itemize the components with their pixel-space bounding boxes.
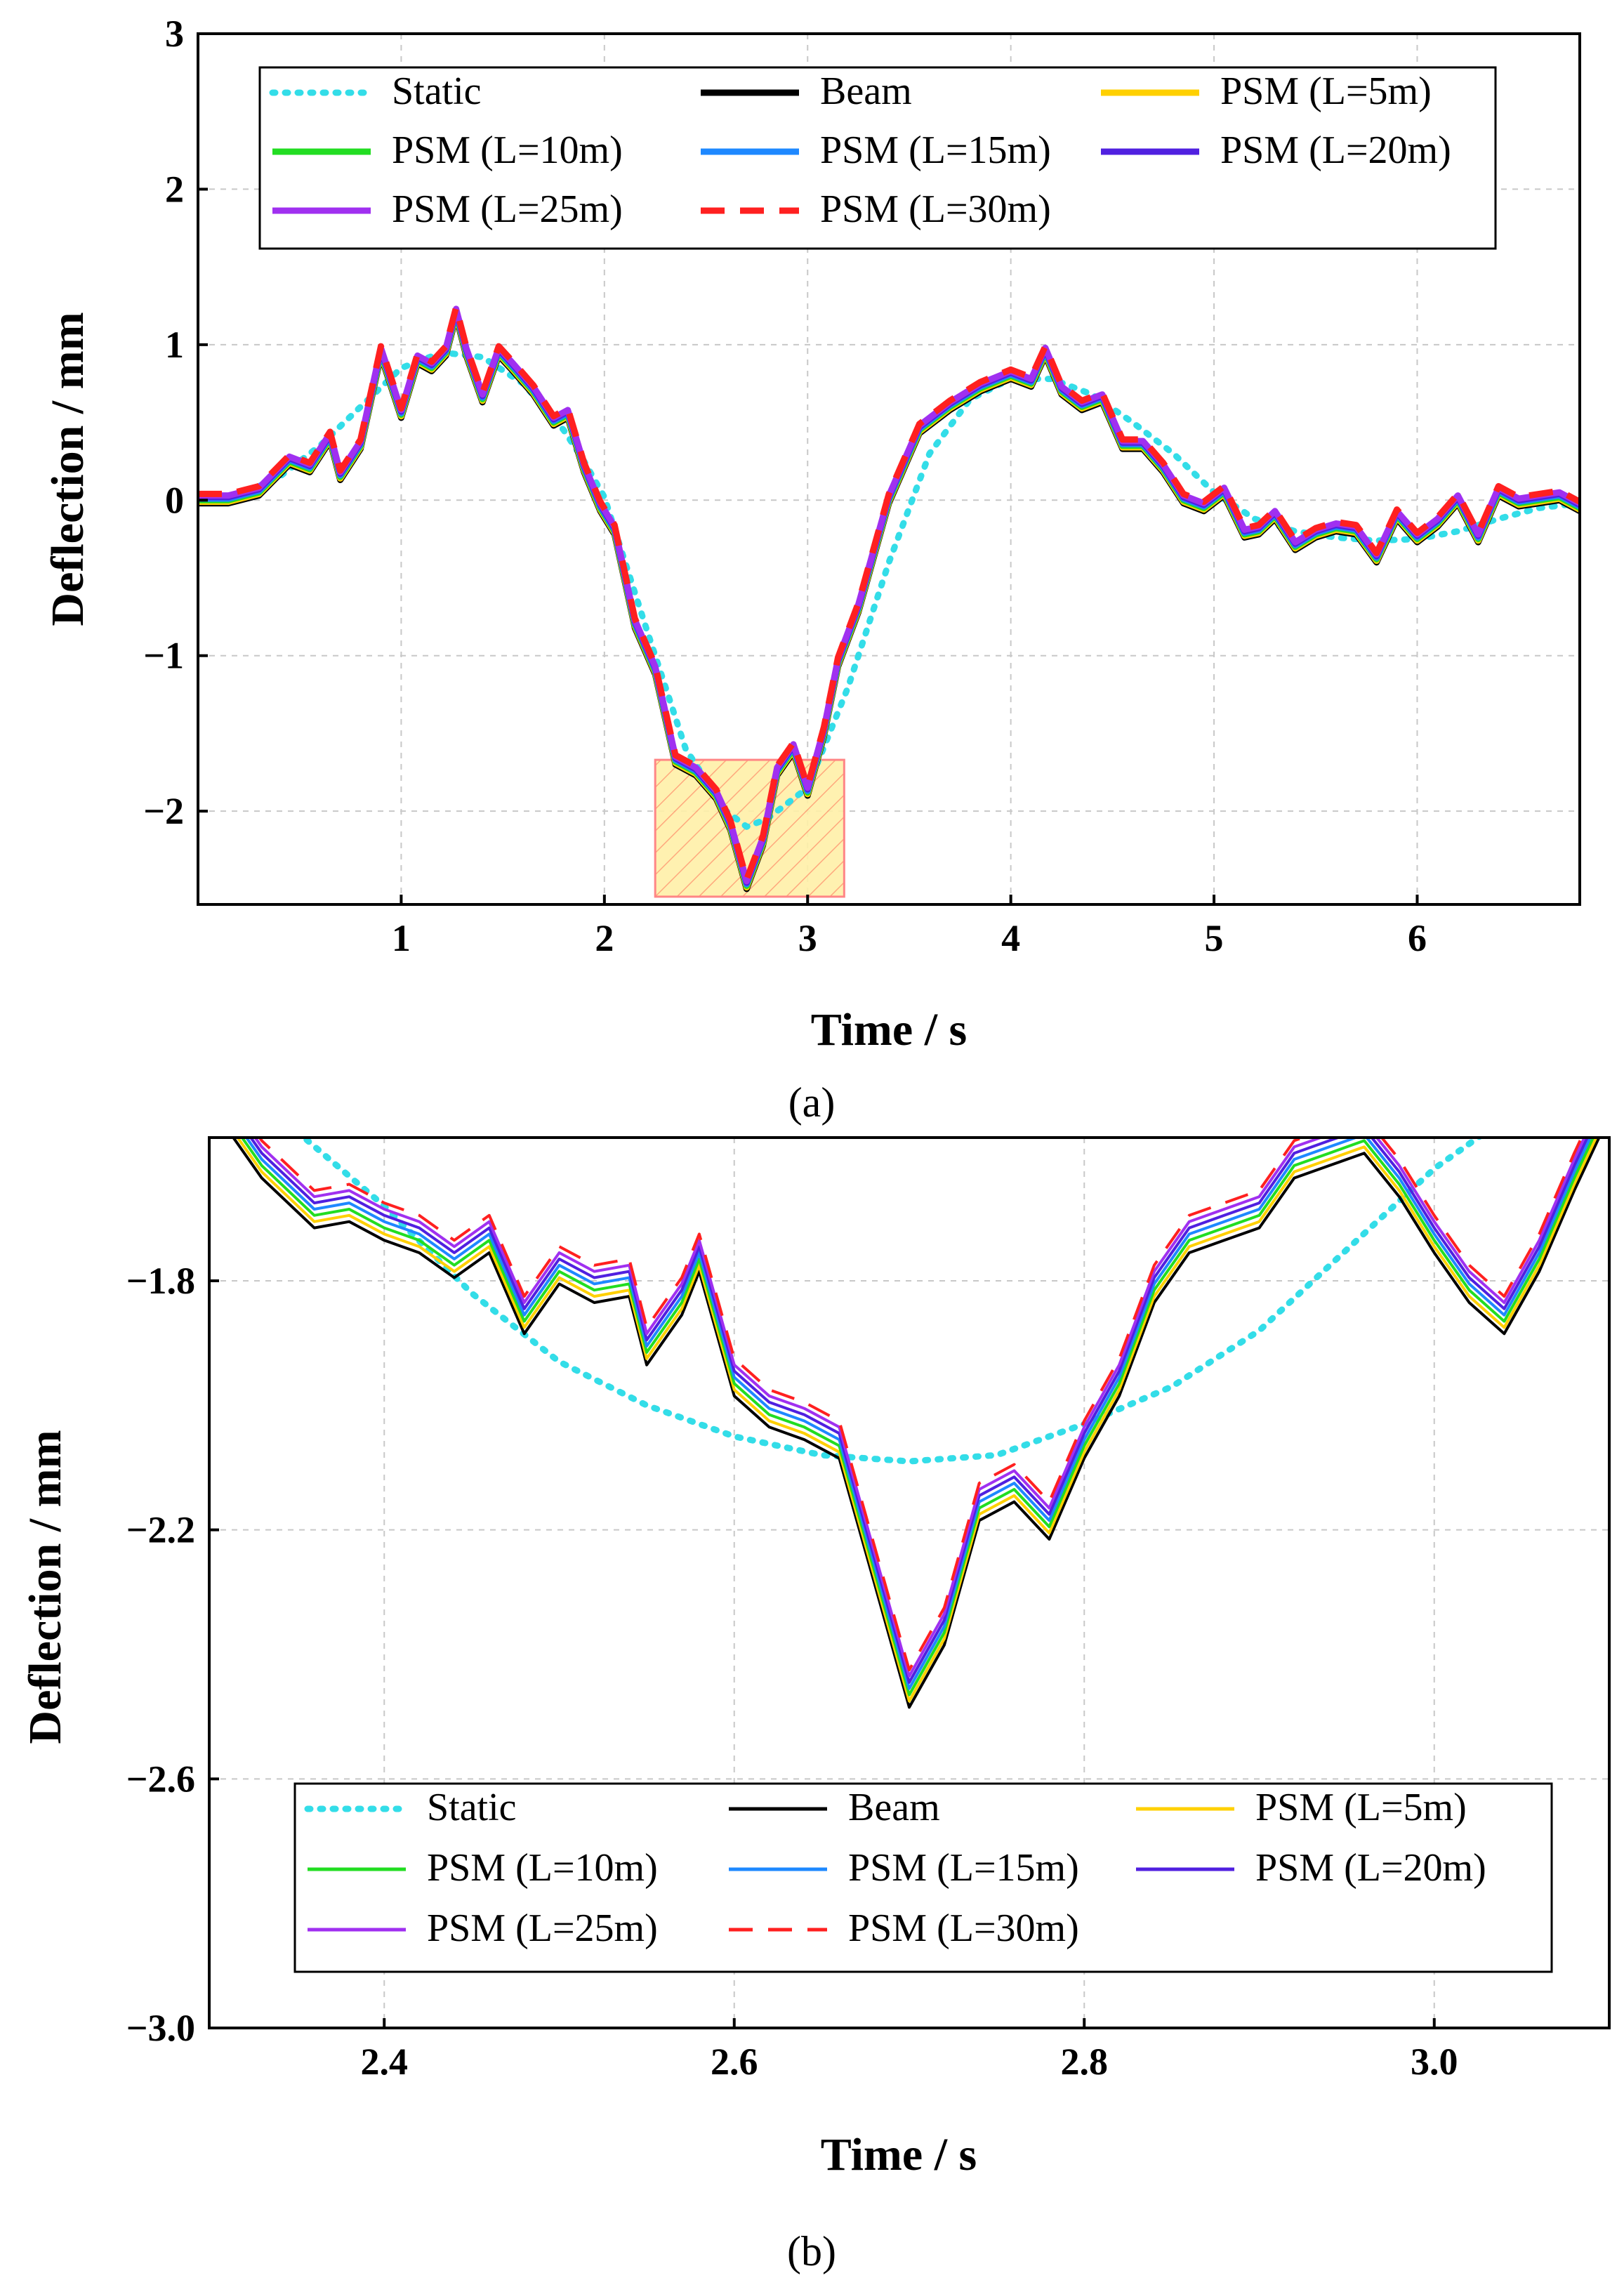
y-axis-label-a: Deflection / mm (42, 312, 93, 626)
x-tick-label: 2.6 (711, 2041, 758, 2083)
plot-frame-b (208, 1136, 1611, 2029)
chart-b: 2.4 2.6 2.8 3.0 −1.8 −2.2 −2.6 −3.0 Time / s De… (20, 1136, 1611, 2274)
plot-frame-a (197, 32, 1581, 906)
ticks-b: 2.4 2.6 2.8 3.0 −1.8 −2.2 −2.6 −3.0 (126, 1260, 1458, 2083)
legend-label: PSM (L=30m) (820, 187, 1051, 231)
legend-label: Static (392, 70, 482, 113)
series-line-psm5 (236, 1138, 1598, 1703)
series-line-beam (231, 1138, 1601, 1709)
series-line-static (198, 349, 1580, 830)
y-tick-label: −3.0 (126, 2007, 195, 2049)
legend-label: PSM (L=10m) (427, 1846, 658, 1890)
y-tick-label: −1 (143, 635, 184, 677)
legend-label: PSM (L=25m) (392, 187, 623, 231)
caption-a: (a) (788, 1079, 836, 1126)
series-line-psm30 (258, 1138, 1583, 1672)
x-tick-label: 6 (1408, 917, 1427, 959)
x-tick-label: 2.4 (361, 2041, 409, 2083)
x-tick-label: 5 (1205, 917, 1224, 959)
series-lines-b (231, 1138, 1601, 1709)
y-tick-label: −2.2 (126, 1509, 195, 1551)
legend-frame-b (293, 1782, 1553, 1973)
ticks-a: 1 2 3 4 5 6 3 2 1 0 −1 −2 (143, 13, 1427, 959)
legend-label: PSM (L=15m) (820, 129, 1051, 172)
legend-label: Static (427, 1786, 517, 1829)
x-tick-label: 4 (1001, 917, 1020, 959)
x-tick-label: 2 (595, 917, 614, 959)
series-line-psm15 (244, 1138, 1592, 1690)
series-lines-a (198, 304, 1580, 893)
x-axis-label-b: Time / s (821, 2129, 977, 2180)
legend-a: Static Beam PSM (L=5m) PSM (L=10m) PSM (L=15… (258, 66, 1497, 250)
legend-label: PSM (L=10m) (392, 129, 623, 172)
y-tick-label: 1 (165, 324, 184, 366)
legend-frame-a (258, 66, 1497, 250)
legend-label: PSM (L=30m) (848, 1906, 1079, 1950)
series-line-static (299, 1138, 1484, 1465)
x-tick-label: 3.0 (1411, 2041, 1458, 2083)
legend-label: PSM (L=5m) (1255, 1786, 1467, 1829)
x-tick-label: 2.8 (1061, 2041, 1109, 2083)
legend-label: Beam (820, 70, 912, 113)
y-tick-label: 3 (165, 13, 184, 55)
legend-label: PSM (L=20m) (1220, 129, 1451, 172)
y-tick-label: −1.8 (126, 1260, 195, 1302)
legend-label: Beam (848, 1786, 940, 1829)
x-tick-label: 3 (798, 917, 817, 959)
legend-label: PSM (L=5m) (1220, 70, 1432, 113)
series-line-psm30 (198, 304, 1580, 883)
y-axis-label-b: Deflection / mm (20, 1430, 71, 1744)
x-tick-label: 1 (392, 917, 411, 959)
series-line-psm25 (253, 1138, 1586, 1678)
legend-label: PSM (L=15m) (848, 1846, 1079, 1890)
y-tick-label: 0 (165, 479, 184, 521)
caption-b: (b) (787, 2228, 836, 2274)
legend-label: PSM (L=20m) (1255, 1846, 1486, 1890)
series-line-psm20 (249, 1138, 1590, 1684)
legend-label: PSM (L=25m) (427, 1906, 658, 1950)
y-tick-label: −2.6 (126, 1758, 195, 1800)
series-line-psm10 (240, 1138, 1595, 1697)
y-tick-label: −2 (143, 790, 184, 832)
x-axis-label-a: Time / s (811, 1004, 967, 1055)
legend-b: Static Beam PSM (L=5m) PSM (L=10m) PSM (L=15… (293, 1782, 1553, 1973)
y-tick-label: 2 (165, 168, 184, 210)
